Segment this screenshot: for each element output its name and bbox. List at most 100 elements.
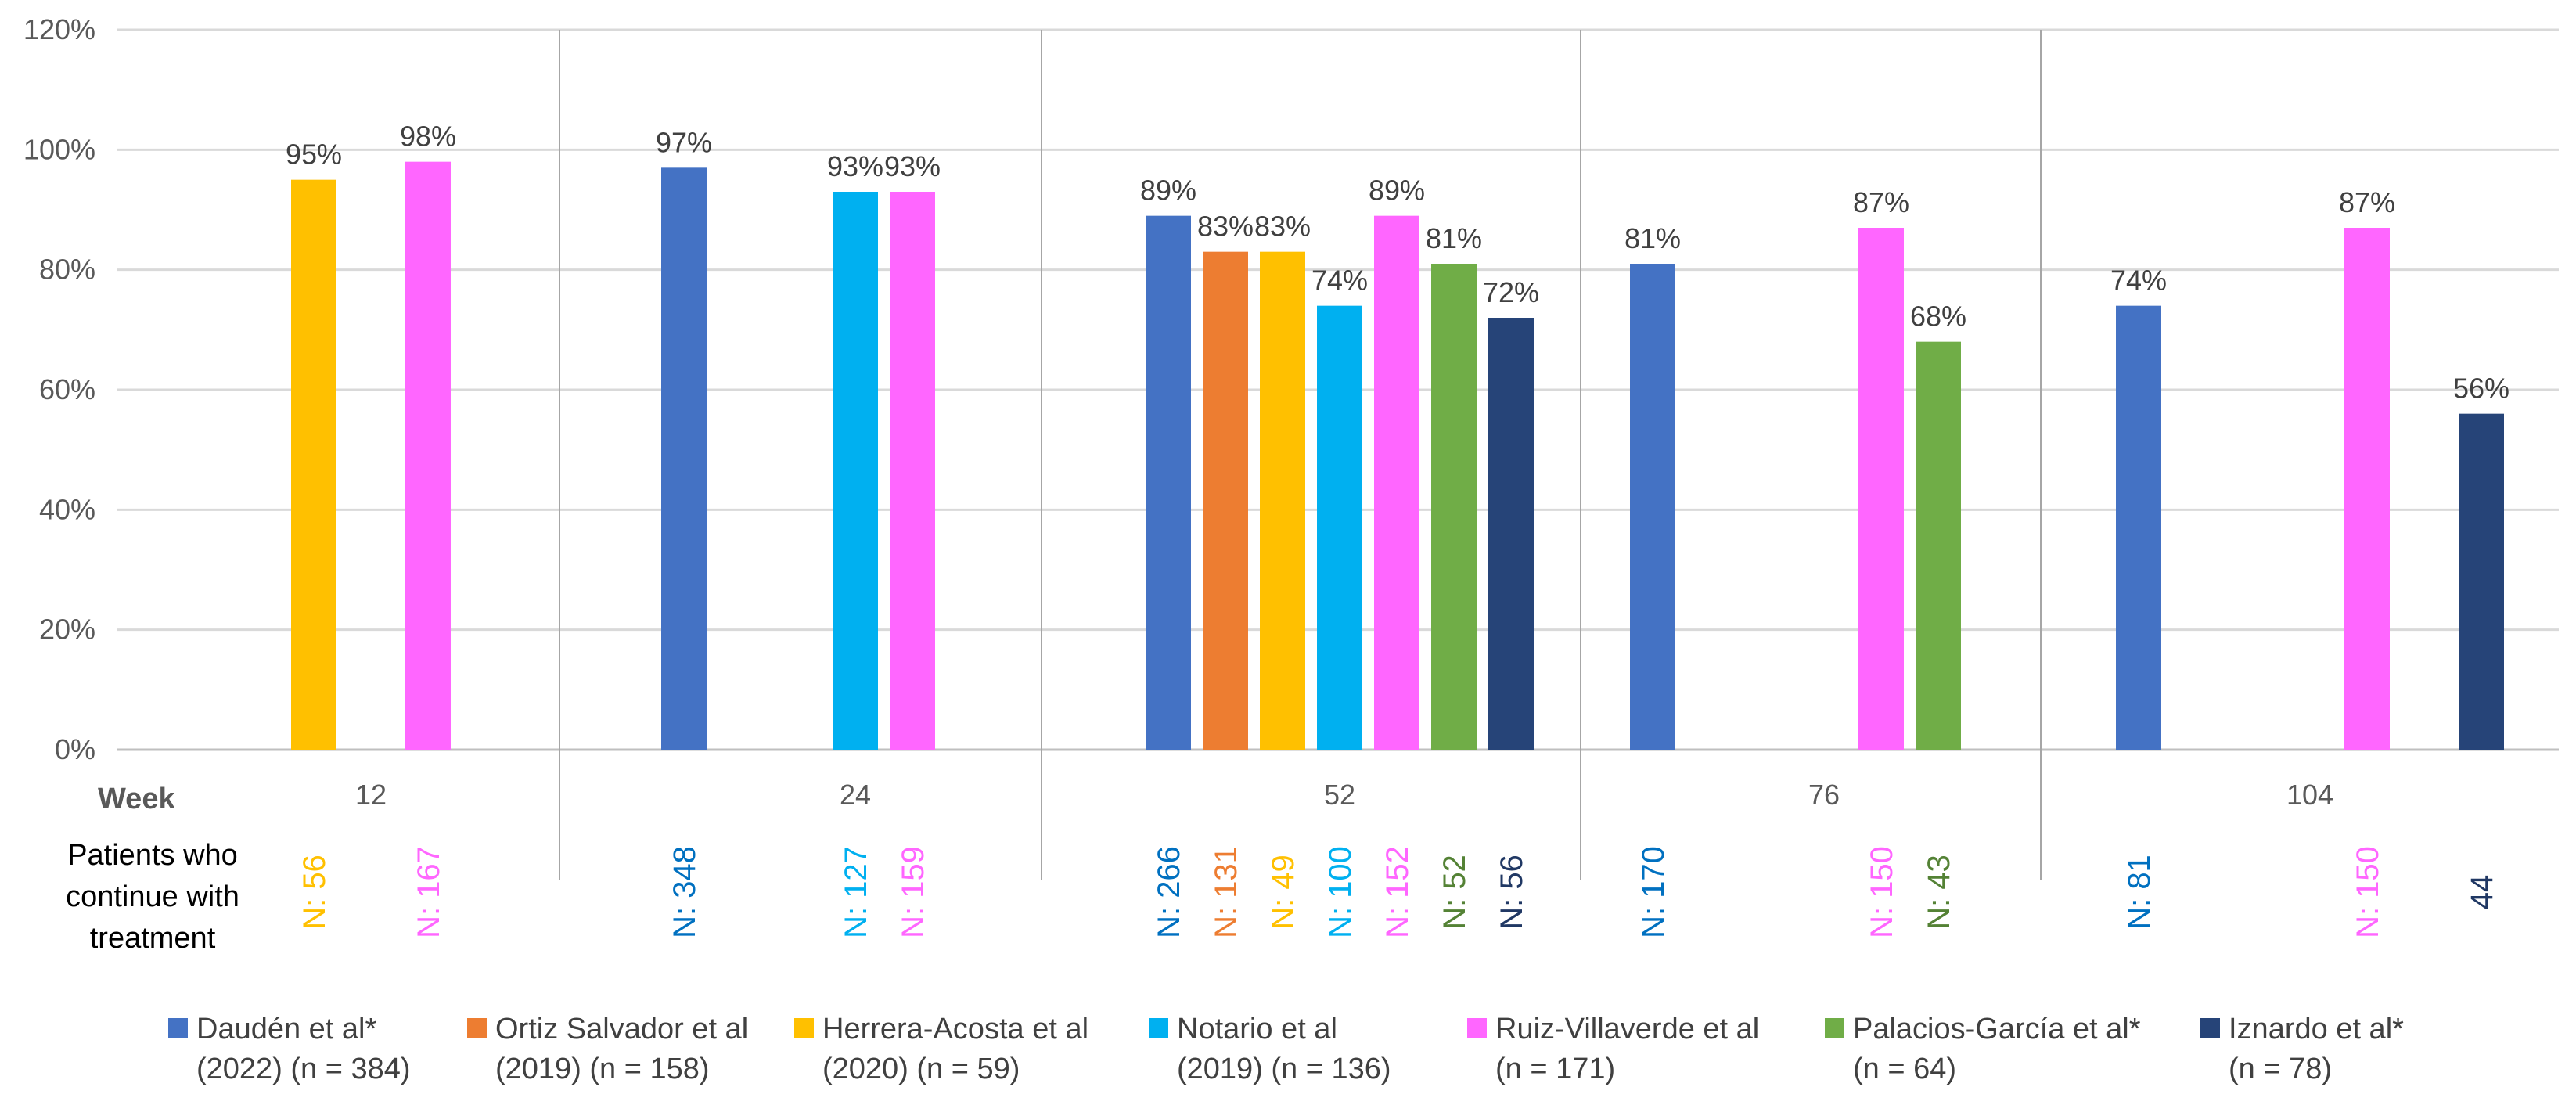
- legend-label: Daudén et al*: [196, 1013, 376, 1046]
- x-tick-label: 24: [840, 779, 871, 811]
- data-label: 83%: [1197, 211, 1254, 243]
- bar: [1374, 215, 1419, 750]
- legend-swatch: [2200, 1018, 2220, 1038]
- legend-swatch: [1467, 1018, 1487, 1038]
- n-label: N: 152: [1380, 846, 1415, 938]
- data-label: 81%: [1624, 222, 1681, 254]
- bar: [1488, 318, 1534, 750]
- n-label: N: 266: [1152, 846, 1186, 938]
- bar: [661, 167, 707, 750]
- data-label: 89%: [1369, 175, 1425, 207]
- bar: [1317, 305, 1362, 750]
- legend-label: Iznardo et al*: [2229, 1013, 2404, 1046]
- data-label: 93%: [884, 150, 941, 182]
- n-label: N: 52: [1437, 855, 1472, 930]
- legend-swatch: [1825, 1018, 1844, 1038]
- y-tick-label: 120%: [23, 13, 95, 45]
- row-title: Patients who continue with treatment: [66, 839, 239, 955]
- data-label: 68%: [1910, 301, 1966, 333]
- bars: [291, 161, 2504, 750]
- n-label: N: 56: [297, 855, 332, 930]
- legend-label-2: (2020) (n = 59): [822, 1053, 1020, 1085]
- y-tick-label: 20%: [39, 614, 95, 646]
- bar: [1916, 341, 1961, 750]
- x-axis: Week 12 24 52 76 104: [98, 779, 2333, 815]
- legend-swatch: [794, 1018, 814, 1038]
- legend-swatch: [467, 1018, 487, 1038]
- gridlines: [117, 28, 2559, 880]
- n-label: N: 81: [2122, 855, 2157, 930]
- n-label: N: 127: [839, 846, 873, 938]
- data-label: 83%: [1254, 211, 1311, 243]
- y-axis-ticks: 0% 20% 40% 60% 80% 100% 120%: [23, 13, 95, 765]
- bar-labels: 97%89%81%74%83%95%83%93%74%98%93%89% 87% 8…: [286, 121, 2509, 405]
- row-title-line-3: treatment: [90, 922, 216, 955]
- bar: [1431, 264, 1477, 750]
- legend-label-2: (2022) (n = 384): [196, 1053, 411, 1085]
- legend-label: Herrera-Acosta et al: [822, 1013, 1088, 1046]
- bar: [2344, 228, 2390, 750]
- bar: [291, 179, 336, 750]
- legend: Daudén et al* (2022) (n = 384) Ortiz Salva…: [168, 1013, 2404, 1085]
- bar: [405, 161, 451, 750]
- n-label: N: 131: [1209, 846, 1243, 938]
- data-label: 81%: [1426, 222, 1482, 254]
- n-label: N: 159: [896, 846, 930, 938]
- y-tick-label: 80%: [39, 254, 95, 286]
- row-title-line-2: continue with: [66, 880, 239, 913]
- bar: [890, 192, 935, 750]
- data-label: 56%: [2453, 373, 2509, 405]
- n-label: N: 150: [1865, 846, 1899, 938]
- y-tick-label: 0%: [55, 733, 95, 765]
- y-tick-label: 100%: [23, 133, 95, 165]
- bar: [1630, 264, 1675, 750]
- n-label: N: 49: [1266, 855, 1301, 930]
- bar: [2116, 305, 2161, 750]
- legend-label-2: (n = 171): [1495, 1053, 1615, 1085]
- n-label: N: 43: [1922, 855, 1956, 930]
- x-tick-label: 76: [1808, 779, 1840, 811]
- bar: [1260, 251, 1305, 750]
- data-label: 74%: [1311, 265, 1368, 297]
- x-tick-label: 12: [355, 779, 387, 811]
- data-label: 74%: [2110, 265, 2167, 297]
- legend-label-2: (n = 64): [1853, 1053, 1956, 1085]
- x-tick-label: 104: [2286, 779, 2333, 811]
- bar: [1858, 228, 1904, 750]
- legend-label: Palacios-García et al*: [1853, 1013, 2141, 1046]
- legend-swatch: [1149, 1018, 1168, 1038]
- legend-swatch: [168, 1018, 188, 1038]
- legend-label-2: (n = 78): [2229, 1053, 2332, 1085]
- bar: [1146, 215, 1191, 750]
- x-tick-label: 52: [1324, 779, 1355, 811]
- data-label: 93%: [827, 150, 883, 182]
- data-label: 89%: [1140, 175, 1196, 207]
- legend-label: Ortiz Salvador et al: [495, 1013, 748, 1046]
- legend-label: Notario et al: [1177, 1013, 1337, 1046]
- y-tick-label: 60%: [39, 373, 95, 405]
- legend-label-2: (2019) (n = 158): [495, 1053, 710, 1085]
- bar: [1203, 251, 1248, 750]
- bar: [833, 192, 878, 750]
- bar: [2459, 413, 2504, 750]
- n-label: N: 56: [1495, 855, 1529, 930]
- data-label: 87%: [2339, 186, 2395, 218]
- row-title-line-1: Patients who: [67, 839, 238, 872]
- n-label: N: 167: [412, 846, 446, 938]
- y-tick-label: 40%: [39, 493, 95, 525]
- data-label: 98%: [400, 121, 456, 153]
- legend-label: Ruiz-Villaverde et al: [1495, 1013, 1759, 1046]
- data-label: 97%: [656, 126, 712, 158]
- legend-label-2: (2019) (n = 136): [1177, 1053, 1391, 1085]
- n-label: N: 100: [1323, 846, 1358, 938]
- n-label: 44: [2465, 875, 2499, 910]
- x-axis-title: Week: [98, 783, 175, 815]
- n-labels: N: 348 N: 266 N: 170 N: 81 N: 131 N: 56 N: 49 N…: [297, 846, 2499, 938]
- data-label: 87%: [1853, 186, 1909, 218]
- n-label: N: 348: [667, 846, 702, 938]
- data-label: 72%: [1483, 276, 1539, 308]
- n-label: N: 150: [2351, 846, 2385, 938]
- n-label: N: 170: [1636, 846, 1671, 938]
- data-label: 95%: [286, 139, 342, 171]
